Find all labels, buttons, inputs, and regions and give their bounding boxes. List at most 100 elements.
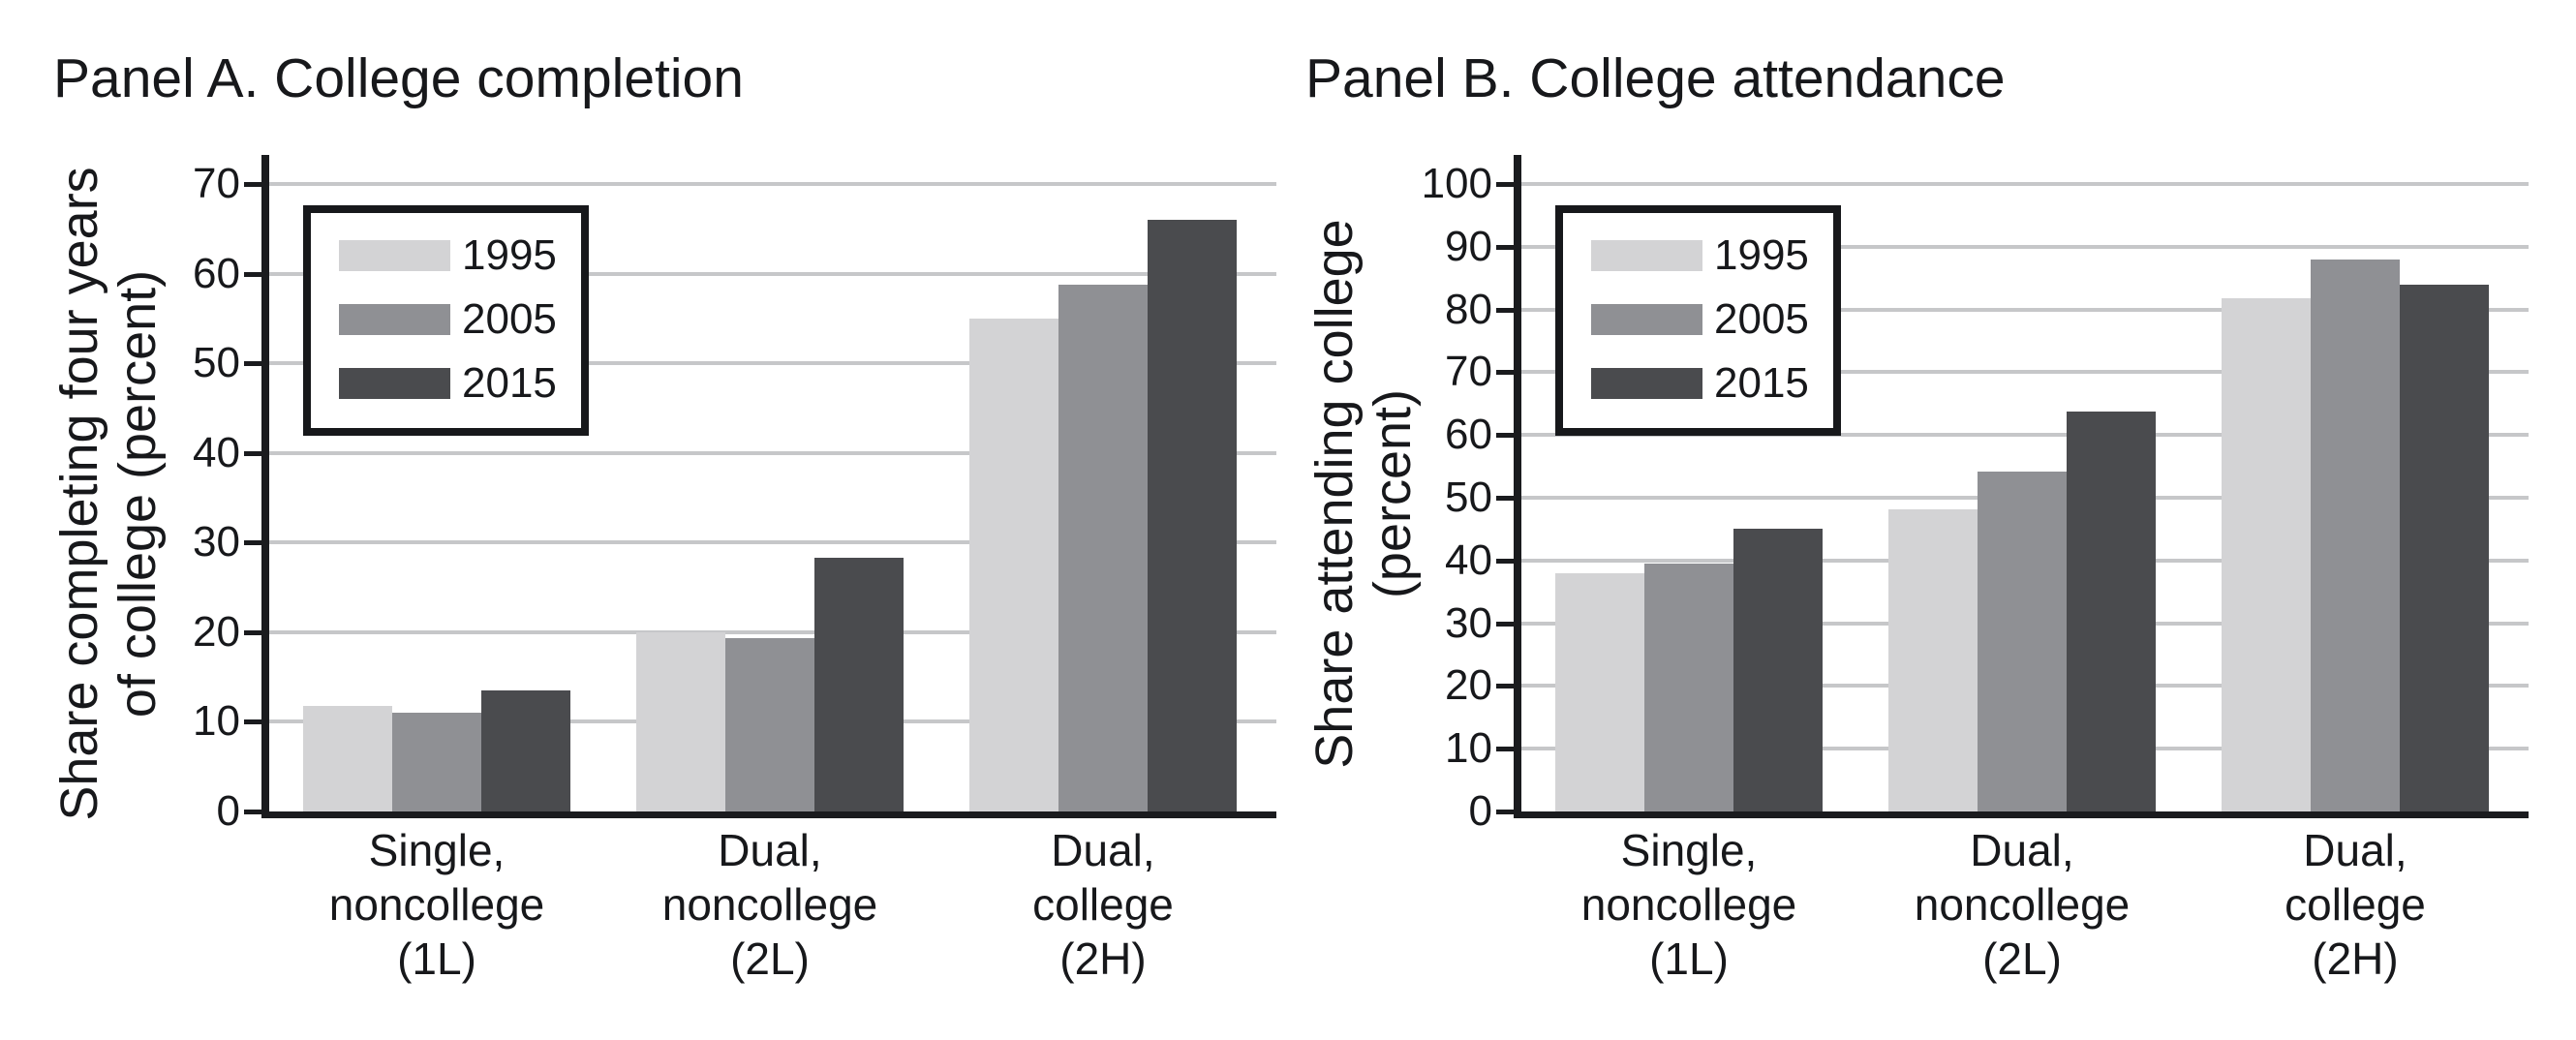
legend-label: 1995 [462, 231, 557, 279]
bar-2005-group2 [1978, 471, 2067, 811]
y-tick-mark-50 [244, 361, 261, 367]
x-category-label-3: Dual, college (2H) [2285, 825, 2426, 984]
legend-item-1995: 1995 [1591, 224, 1809, 288]
legend-item-2015: 2015 [339, 352, 557, 415]
bar-2005-group3 [1058, 284, 1148, 811]
panel-title: Panel B. College attendance [1305, 47, 2006, 109]
y-axis-label: Share completing four years of college (… [50, 167, 167, 821]
bar-2015-group1 [1733, 529, 1823, 811]
y-tick-mark-60 [244, 271, 261, 277]
legend: 1995 2005 2015 [1555, 205, 1841, 436]
bar-2005-group3 [2311, 259, 2400, 811]
x-category-label-1: Single, noncollege (1L) [1580, 825, 1797, 984]
y-tick-label-50: 50 [193, 339, 240, 387]
y-tick-mark-70 [244, 182, 261, 187]
bar-1995-group1 [303, 705, 392, 811]
y-tick-label-10: 10 [193, 697, 240, 746]
legend-item-2015: 2015 [1591, 352, 1809, 415]
panel-title: Panel A. College completion [53, 47, 744, 109]
legend-item-2005: 2005 [1591, 288, 1809, 352]
gridline-100 [1521, 182, 2529, 186]
y-tick-label-20: 20 [1445, 661, 1492, 710]
y-tick-label-100: 100 [1421, 160, 1492, 207]
legend-swatch-1995 [339, 240, 450, 271]
y-axis-line [261, 155, 269, 818]
gridline-30 [269, 540, 1276, 545]
y-tick-mark-90 [1496, 244, 1514, 250]
panel-a: Panel A. College completion Share comple… [50, 47, 1276, 984]
legend-label: 1995 [1714, 231, 1809, 279]
y-tick-label-40: 40 [1445, 535, 1492, 584]
legend: 1995 2005 2015 [303, 205, 589, 436]
y-tick-mark-30 [244, 540, 261, 546]
y-tick-label-50: 50 [1445, 474, 1492, 521]
y-tick-label-10: 10 [1445, 724, 1492, 773]
bar-2005-group1 [1644, 564, 1733, 811]
y-tick-mark-80 [1496, 307, 1514, 313]
bar-2015-group2 [814, 558, 904, 811]
x-axis-line [261, 811, 1276, 818]
legend-swatch-2015 [1591, 368, 1702, 399]
y-tick-label-20: 20 [193, 607, 240, 656]
x-category-label-2: Dual, noncollege (2L) [1914, 825, 2131, 984]
y-tick-label-0: 0 [1468, 787, 1492, 835]
y-tick-label-80: 80 [1445, 285, 1492, 333]
gridline-80 [1521, 307, 2529, 312]
bar-1995-group3 [2222, 297, 2311, 811]
y-axis-line [1514, 155, 1521, 818]
y-tick-mark-10 [1496, 747, 1514, 752]
legend-label: 2005 [1714, 295, 1809, 343]
bar-2015-group3 [1148, 220, 1237, 811]
y-tick-mark-70 [1496, 370, 1514, 376]
legend-label: 2015 [462, 359, 557, 407]
legend-swatch-2005 [339, 304, 450, 335]
legend-item-1995: 1995 [339, 224, 557, 288]
y-tick-label-30: 30 [1445, 598, 1492, 647]
bar-1995-group2 [1888, 508, 1978, 811]
y-tick-mark-20 [244, 629, 261, 635]
legend-swatch-1995 [1591, 240, 1702, 271]
y-tick-mark-0 [244, 810, 261, 814]
y-tick-mark-50 [1496, 496, 1514, 501]
y-tick-mark-20 [1496, 684, 1514, 689]
bar-2005-group2 [725, 638, 814, 811]
y-tick-label-0: 0 [216, 787, 240, 835]
x-category-label-3: Dual, college (2H) [1032, 825, 1174, 984]
gridline-70 [1521, 370, 2529, 375]
y-tick-mark-40 [244, 450, 261, 456]
gridline-70 [269, 182, 1276, 186]
y-tick-mark-60 [1496, 433, 1514, 439]
y-tick-label-60: 60 [1445, 411, 1492, 459]
y-tick-label-90: 90 [1445, 222, 1492, 270]
panel-b: Panel B. College attendance Share attend… [1288, 0, 2576, 1040]
y-tick-mark-0 [1496, 810, 1514, 814]
bar-1995-group3 [969, 318, 1058, 811]
bar-2015-group2 [2067, 411, 2156, 811]
gridline-50 [269, 361, 1276, 366]
bar-1995-group1 [1555, 572, 1644, 811]
bar-2015-group3 [2400, 284, 2489, 811]
x-axis-line [1514, 811, 2529, 818]
gridline-20 [269, 629, 1276, 634]
bar-1995-group2 [636, 631, 725, 811]
y-tick-mark-40 [1496, 558, 1514, 564]
bar-2015-group1 [481, 690, 570, 811]
x-category-label-1: Single, noncollege (1L) [328, 825, 545, 984]
bar-2005-group1 [392, 713, 481, 811]
gridline-60 [1521, 433, 2529, 438]
x-category-label-2: Dual, noncollege (2L) [661, 825, 878, 984]
legend-swatch-2015 [339, 368, 450, 399]
gridline-60 [269, 271, 1276, 276]
y-tick-label-70: 70 [1445, 348, 1492, 396]
legend-label: 2015 [1714, 359, 1809, 407]
y-tick-label-40: 40 [193, 428, 240, 476]
y-tick-mark-10 [244, 719, 261, 725]
legend-swatch-2005 [1591, 304, 1702, 335]
legend-label: 2005 [462, 295, 557, 343]
y-tick-mark-100 [1496, 182, 1514, 187]
y-tick-mark-30 [1496, 621, 1514, 627]
y-tick-label-60: 60 [193, 249, 240, 297]
gridline-90 [1521, 244, 2529, 249]
y-tick-label-70: 70 [193, 160, 240, 207]
